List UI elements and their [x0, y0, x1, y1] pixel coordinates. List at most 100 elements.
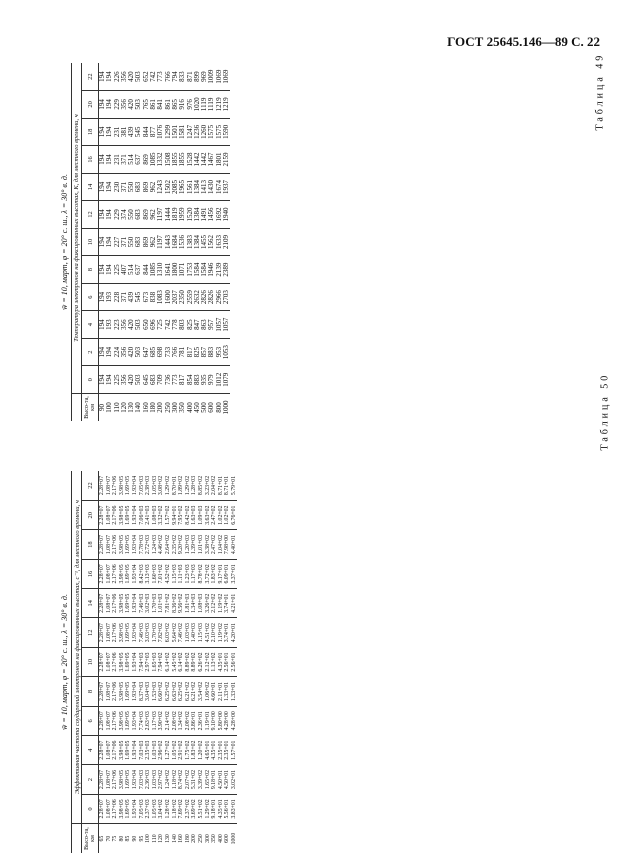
value-cell: 1.06+02: [204, 676, 212, 707]
value-cell: 1.08+03: [151, 500, 159, 530]
data-row: 200 3.69+02 5.31+02 1.83+02 3.86+01 6.21+02 8.…: [191, 471, 198, 853]
value-cell: 2.38+03: [145, 471, 152, 501]
value-cell: 7.05+03: [138, 794, 146, 824]
value-cell: 6.21+02: [184, 676, 192, 707]
value-cell: 3.26+02: [204, 588, 212, 618]
value-cell: 2.04+02: [211, 471, 218, 501]
value-cell: 3.98+05: [118, 471, 126, 501]
data-row: 1000 3.83+01 3.02+01 1.57+01 4.28+00 1.33+01 2…: [230, 471, 238, 853]
value-cell: 1444: [164, 200, 172, 229]
value-cell: 844: [142, 255, 151, 284]
value-cell: 1009: [208, 63, 216, 91]
value-cell: 1071: [179, 255, 187, 284]
value-cell: 2826: [208, 283, 216, 311]
height-cell: 85: [125, 835, 132, 842]
value-cell: 2.28+07: [98, 794, 106, 824]
value-cell: 503: [135, 90, 143, 119]
value-cell: 778: [171, 310, 180, 339]
value-cell: 3.39+02: [197, 764, 205, 795]
height-cell: 250: [197, 834, 204, 843]
height-cell: 350: [179, 402, 187, 413]
table-title: Температура электронов на фиксированных …: [71, 63, 82, 394]
data-row: 180 683 685 696 838 1085 962 962 962 1085 877 861 74…: [150, 63, 158, 421]
value-cell: 2.64+02: [164, 529, 172, 560]
value-cell: 794: [171, 63, 180, 91]
value-cell: 1.93+04: [131, 588, 139, 618]
value-cell: 962: [150, 173, 158, 201]
value-cell: 2.17+06: [112, 559, 119, 589]
value-cell: 2.17+06: [112, 529, 119, 560]
data-row: 500 935 857 863 2826 1584 1455 1491 1413 1442 1260…: [201, 63, 209, 421]
value-cell: 3.74+01: [224, 618, 231, 648]
value-cell: 194: [106, 118, 114, 146]
value-cell: 962: [150, 228, 158, 256]
data-row: 95 7.05+03 7.03+03 7.03+03 7.74+03 8.37+03 7.9…: [138, 471, 146, 853]
value-cell: 2.12+02: [211, 588, 218, 618]
value-cell: 194: [106, 338, 114, 366]
value-cell: 1.93+04: [131, 500, 139, 530]
data-row: 200 709 698 725 1083 1310 1197 1197 1243 1332 1076…: [157, 63, 165, 421]
value-cell: 6.09+01: [224, 559, 231, 589]
value-cell: 1.05+02: [171, 735, 179, 765]
value-cell: 1083: [157, 283, 165, 311]
value-cell: 7.06+03: [138, 500, 146, 530]
column-header: 10: [81, 647, 99, 677]
value-cell: 193: [106, 310, 114, 339]
data-row: 130 1.28+02 1.24+02 1.27+02 2.14+02 6.25+02 6.…: [164, 471, 172, 853]
value-cell: 229: [113, 200, 121, 229]
value-cell: 2139: [215, 255, 224, 284]
value-cell: 1.53+03: [151, 676, 159, 707]
value-cell: 1600: [164, 283, 172, 311]
column-header: 0: [81, 365, 99, 394]
value-cell: 1020: [193, 90, 202, 119]
value-cell: 8.70+01: [171, 471, 179, 501]
value-cell: 4.65+01: [204, 735, 212, 765]
value-cell: 825: [186, 310, 194, 339]
value-cell: 2703: [223, 283, 231, 311]
value-cell: 1.03+03: [151, 764, 159, 795]
value-cell: 6.76+01: [230, 500, 238, 530]
value-cell: 1.69+05: [125, 676, 132, 707]
value-cell: 7.01+02: [158, 559, 165, 589]
value-cell: 1384: [193, 173, 202, 201]
value-cell: 3.72+02: [204, 559, 212, 589]
height-cell: 600: [208, 402, 216, 413]
value-cell: 4.21+01: [230, 588, 238, 618]
value-cell: 3.23+02: [204, 471, 212, 501]
value-cell: 2.17+06: [112, 588, 119, 618]
height-cell: 120: [158, 834, 165, 843]
value-cell: 2.63+03: [145, 706, 152, 736]
table-title: Эффективная частота соударений электроно…: [71, 471, 82, 824]
value-cell: 5.51+02: [197, 794, 205, 824]
value-cell: 2159: [223, 145, 231, 174]
title-row: Температура электронов на фиксированных …: [71, 63, 82, 421]
value-cell: 194: [106, 173, 114, 201]
value-cell: 1.17+03: [151, 706, 159, 736]
value-cell: 861: [164, 90, 172, 119]
value-cell: 2.35+03: [145, 735, 152, 765]
height-cell: 350: [211, 834, 218, 843]
height-cell: 90: [131, 835, 138, 842]
value-cell: 371: [120, 283, 129, 311]
height-cell: 80: [118, 835, 125, 842]
value-cell: 637: [135, 255, 143, 284]
value-cell: 1456: [208, 200, 216, 229]
value-cell: 7.95+02: [178, 500, 185, 530]
data-row: 130 420 420 420 439 514 550 550 550 514 439 420 420: [128, 63, 136, 421]
height-cell: 70: [105, 835, 112, 842]
value-cell: 1.65+02: [204, 764, 212, 795]
value-cell: 733: [164, 338, 172, 366]
table-caption: Таблица 49: [594, 52, 606, 131]
value-cell: 1590: [223, 118, 231, 146]
value-cell: 1.57+02: [164, 500, 172, 530]
value-cell: 226: [113, 63, 121, 91]
value-cell: 1.24+02: [164, 764, 172, 795]
value-cell: 371: [120, 145, 129, 174]
value-cell: 1937: [223, 173, 231, 201]
value-cell: 863: [201, 310, 209, 339]
page-header: ГОСТ 25645.146—89 С. 22: [447, 34, 600, 49]
value-cell: 1219: [215, 90, 224, 119]
value-cell: 2632: [193, 283, 202, 311]
value-cell: 2.14+02: [164, 706, 172, 736]
value-cell: 3.98+05: [118, 559, 126, 589]
